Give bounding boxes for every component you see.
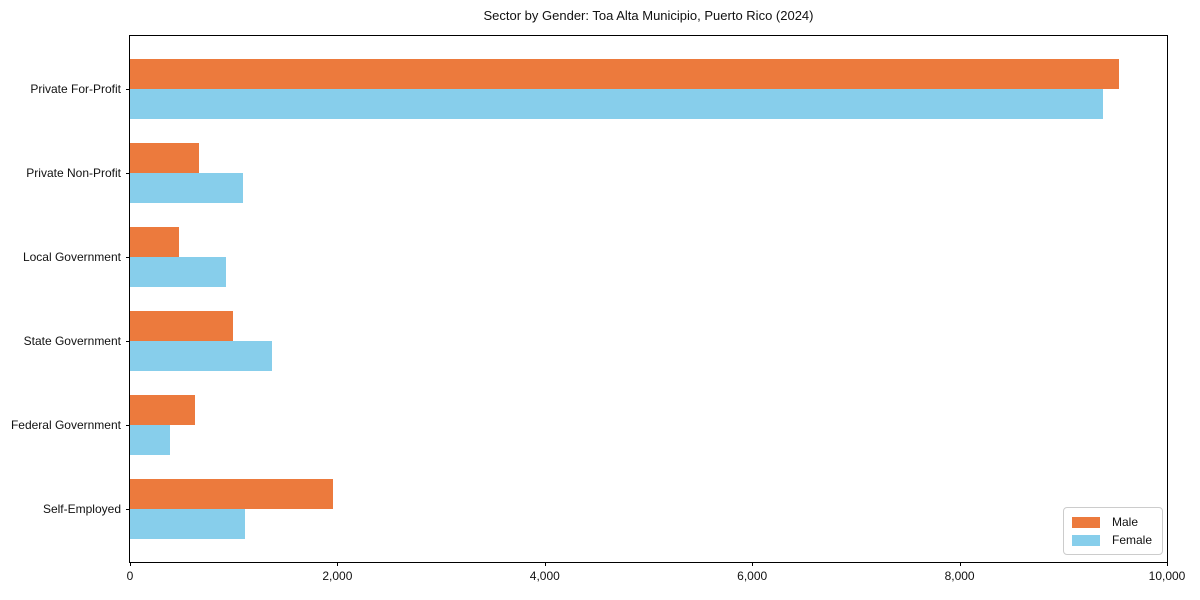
x-tick-label-10-000: 10,000 [1148, 569, 1186, 583]
y-tick-mark [126, 89, 130, 90]
y-tick-label-self-employed: Self-Employed [42, 502, 121, 516]
y-tick-label-local-government: Local Government [22, 250, 121, 264]
legend-label-female: Female [1111, 533, 1152, 547]
x-tick-mark [337, 562, 339, 566]
bar-male-self-employed [130, 479, 333, 509]
x-tick-mark [1167, 562, 1168, 566]
x-tick-label-4-000: 4,000 [529, 569, 560, 583]
y-tick-label-state-government: State Government [23, 334, 121, 348]
bar-female-private-for-profit [130, 89, 1104, 119]
bar-female-self-employed [130, 509, 245, 539]
bar-female-state-government [130, 341, 272, 371]
y-tick-mark [126, 257, 130, 258]
x-tick-mark [959, 562, 961, 566]
y-tick-mark [126, 173, 130, 174]
bar-male-local-government [130, 227, 179, 257]
y-tick-label-private-for-profit: Private For-Profit [30, 82, 121, 96]
y-tick-mark [126, 425, 130, 426]
x-tick-mark [130, 562, 131, 566]
x-tick-mark [544, 562, 546, 566]
legend-label-male: Male [1111, 515, 1138, 529]
y-tick-label-private-non-profit: Private Non-Profit [26, 166, 121, 180]
legend-entry-female: Female [1071, 533, 1152, 547]
legend-entry-male: Male [1071, 515, 1152, 529]
bar-female-federal-government [130, 425, 170, 455]
y-tick-label-federal-government: Federal Government [10, 418, 121, 432]
x-tick-label-0: 0 [126, 569, 134, 583]
y-tick-mark [126, 509, 130, 510]
bar-male-private-for-profit [130, 59, 1120, 89]
x-tick-label-2-000: 2,000 [322, 569, 353, 583]
legend: Male Female [1062, 507, 1163, 555]
x-tick-mark [752, 562, 754, 566]
bar-female-private-non-profit [130, 173, 243, 203]
bar-male-state-government [130, 311, 233, 341]
plot-area: Male Female Private For-Profit Private Non… [11, 35, 1185, 583]
bar-female-local-government [130, 257, 227, 287]
chart-title: Sector by Gender: Toa Alta Municipio, Pu… [483, 8, 814, 23]
legend-swatch-male [1071, 516, 1100, 528]
legend-swatch-female [1071, 534, 1100, 546]
x-tick-label-8-000: 8,000 [944, 569, 975, 583]
x-tick-label-6-000: 6,000 [737, 569, 768, 583]
bar-male-federal-government [130, 395, 195, 425]
y-tick-mark [126, 341, 130, 342]
bar-male-private-non-profit [130, 143, 199, 173]
